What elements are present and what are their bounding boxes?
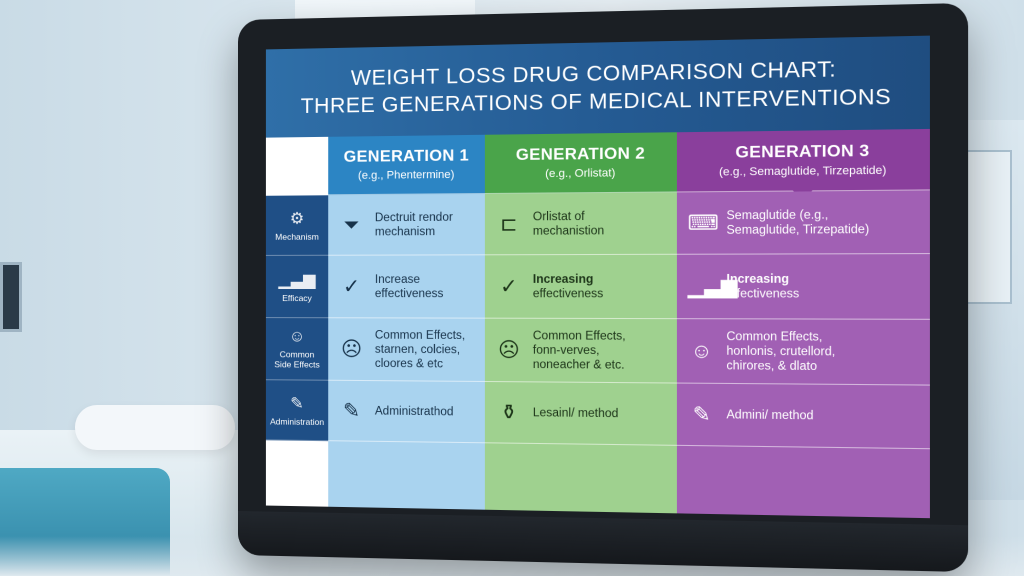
device-icon: ⌨ bbox=[688, 216, 716, 231]
bar-chart-icon: ▁▃▆ bbox=[688, 279, 716, 294]
column-title: GENERATION 1 bbox=[344, 147, 469, 167]
cell-text: Common Effects, fonn-verves, noneacher &… bbox=[533, 329, 626, 373]
column-header-generation-3: GENERATION 3 (e.g., Semaglutide, Tirzepa… bbox=[677, 129, 930, 193]
table-cell: ✓ Increase effectiveness bbox=[328, 255, 485, 318]
table-corner bbox=[266, 137, 328, 196]
person-icon: ☺ bbox=[289, 328, 305, 346]
capsule-icon: ⊏ bbox=[495, 217, 522, 231]
gear-brain-icon: ⚙ bbox=[290, 209, 304, 229]
cell-text: Admini/ method bbox=[726, 407, 813, 423]
monitor-screen: WEIGHT LOSS DRUG COMPARISON CHART: THREE… bbox=[266, 36, 930, 519]
cell-text: Semaglutide (e.g., Semaglutide, Tirzepat… bbox=[726, 207, 869, 237]
column-header-generation-1: GENERATION 1 (e.g., Phentermine) bbox=[328, 135, 485, 196]
column-title: GENERATION 3 bbox=[735, 142, 869, 162]
column-subtitle: (e.g., Phentermine) bbox=[358, 169, 454, 182]
cell-text: Lesainl/ method bbox=[533, 405, 619, 420]
sad-face-icon: ☹ bbox=[495, 343, 522, 357]
cell-text: Orlistat of mechanistion bbox=[533, 209, 604, 238]
bar-chart-icon: ▁▃▆ bbox=[278, 270, 315, 290]
person-icon: ☺ bbox=[688, 344, 716, 359]
column-header-generation-2: GENERATION 2 (e.g., Orlistat) bbox=[485, 132, 677, 194]
cell-text: Dectruit rendor mechanism bbox=[375, 210, 453, 239]
table-footer-space bbox=[266, 440, 328, 506]
row-label-text: Efficacy bbox=[282, 293, 312, 303]
cell-text: Common Effects, starnen, colcies, cloore… bbox=[375, 328, 465, 371]
row-label-text: Common Side Effects bbox=[274, 349, 319, 369]
funnel-icon: ⏷ bbox=[338, 218, 364, 232]
cell-text: Common Effects, honlonis, crutellord, ch… bbox=[726, 329, 835, 374]
table-cell: ☹ Common Effects, starnen, colcies, cloo… bbox=[328, 318, 485, 382]
background-pillow bbox=[75, 405, 235, 450]
table-cell: ▁▃▆ Increasing effectiveness bbox=[677, 254, 930, 320]
syringe-icon: ✎ bbox=[290, 393, 303, 413]
row-label-administration: ✎ Administration bbox=[266, 380, 328, 441]
pill-bottle-icon: ⚱ bbox=[495, 405, 522, 420]
row-label-mechanism: ⚙ Mechanism bbox=[266, 195, 328, 256]
column-title: GENERATION 2 bbox=[516, 145, 645, 165]
row-label-efficacy: ▁▃▆ Efficacy bbox=[266, 256, 328, 318]
table-cell: ⏷ Dectruit rendor mechanism bbox=[328, 194, 485, 256]
comparison-table: GENERATION 1 (e.g., Phentermine) GENERAT… bbox=[266, 129, 930, 518]
check-circle-icon: ✓ bbox=[338, 279, 364, 293]
row-label-text: Administration bbox=[270, 416, 324, 427]
column-subtitle: (e.g., Orlistat) bbox=[545, 167, 615, 180]
table-cell: ⚱ Lesainl/ method bbox=[485, 382, 677, 446]
syringe-icon: ✎ bbox=[338, 404, 364, 418]
table-footer-space bbox=[328, 441, 485, 509]
row-label-text: Mechanism bbox=[275, 232, 319, 242]
row-label-side-effects: ☺ Common Side Effects bbox=[266, 318, 328, 381]
sad-face-icon: ☹ bbox=[338, 342, 364, 356]
table-cell: ✎ Admini/ method bbox=[677, 384, 930, 450]
table-footer-space bbox=[485, 443, 677, 513]
cell-text: Administrathod bbox=[375, 404, 454, 419]
cell-text: Increase effectiveness bbox=[375, 272, 444, 301]
table-cell: ⊏ Orlistat of mechanistion bbox=[485, 192, 677, 255]
table-cell: ✓ Increasing effectiveness bbox=[485, 255, 677, 319]
cell-text: Increasing effectiveness bbox=[726, 272, 805, 301]
table-footer-space bbox=[677, 446, 930, 518]
background-side-monitor bbox=[0, 262, 22, 332]
monitor: WEIGHT LOSS DRUG COMPARISON CHART: THREE… bbox=[238, 3, 968, 572]
syringe-icon: ✎ bbox=[688, 407, 716, 422]
check-circle-icon: ✓ bbox=[495, 279, 522, 293]
chart-title-bar: WEIGHT LOSS DRUG COMPARISON CHART: THREE… bbox=[266, 36, 930, 138]
column-subtitle: (e.g., Semaglutide, Tirzepatide) bbox=[719, 164, 886, 178]
table-cell: ☹ Common Effects, fonn-verves, noneacher… bbox=[485, 319, 677, 384]
table-cell: ✎ Administrathod bbox=[328, 381, 485, 444]
table-cell: ⌨ Semaglutide (e.g., Semaglutide, Tirzep… bbox=[677, 190, 930, 254]
cell-text: Increasing effectiveness bbox=[533, 272, 610, 301]
table-cell: ☺ Common Effects, honlonis, crutellord, … bbox=[677, 319, 930, 385]
